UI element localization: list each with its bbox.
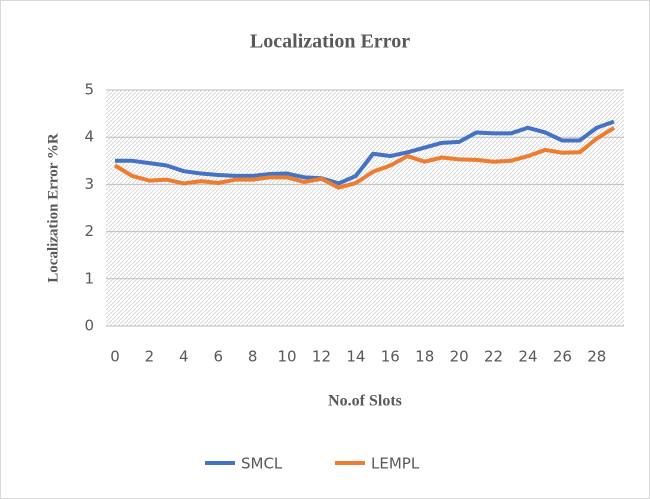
y-tick-label: 2 bbox=[84, 222, 94, 240]
plot-area bbox=[106, 90, 624, 326]
x-tick-label: 12 bbox=[312, 348, 331, 366]
x-tick-label: 4 bbox=[179, 348, 189, 366]
y-tick-label: 5 bbox=[84, 81, 94, 99]
x-tick-label: 28 bbox=[587, 348, 606, 366]
y-tick-label: 3 bbox=[84, 175, 94, 193]
x-tick-label: 2 bbox=[145, 348, 155, 366]
chart-title: Localization Error bbox=[250, 31, 410, 53]
y-tick-label: 1 bbox=[84, 269, 94, 287]
x-tick-label: 14 bbox=[346, 348, 365, 366]
y-tick-label: 4 bbox=[84, 128, 94, 146]
x-tick-label: 18 bbox=[415, 348, 434, 366]
x-tick-label: 24 bbox=[518, 348, 537, 366]
x-tick-label: 26 bbox=[553, 348, 572, 366]
x-tick-label: 6 bbox=[213, 348, 223, 366]
data-line bbox=[113, 126, 616, 190]
legend-label: SMCL bbox=[241, 455, 283, 473]
y-tick-label: 0 bbox=[84, 317, 94, 335]
x-tick-label: 10 bbox=[278, 348, 297, 366]
x-tick-label: 0 bbox=[110, 348, 120, 366]
x-tick-label: 22 bbox=[484, 348, 503, 366]
x-tick-label: 8 bbox=[248, 348, 258, 366]
x-tick-label: 20 bbox=[450, 348, 469, 366]
x-axis-label: No.of Slots bbox=[328, 393, 402, 410]
x-tick-label: 16 bbox=[381, 348, 400, 366]
data-line bbox=[115, 119, 615, 186]
y-axis-label: Localization Error %R bbox=[45, 133, 61, 283]
legend-label: LEMPL bbox=[371, 455, 420, 473]
